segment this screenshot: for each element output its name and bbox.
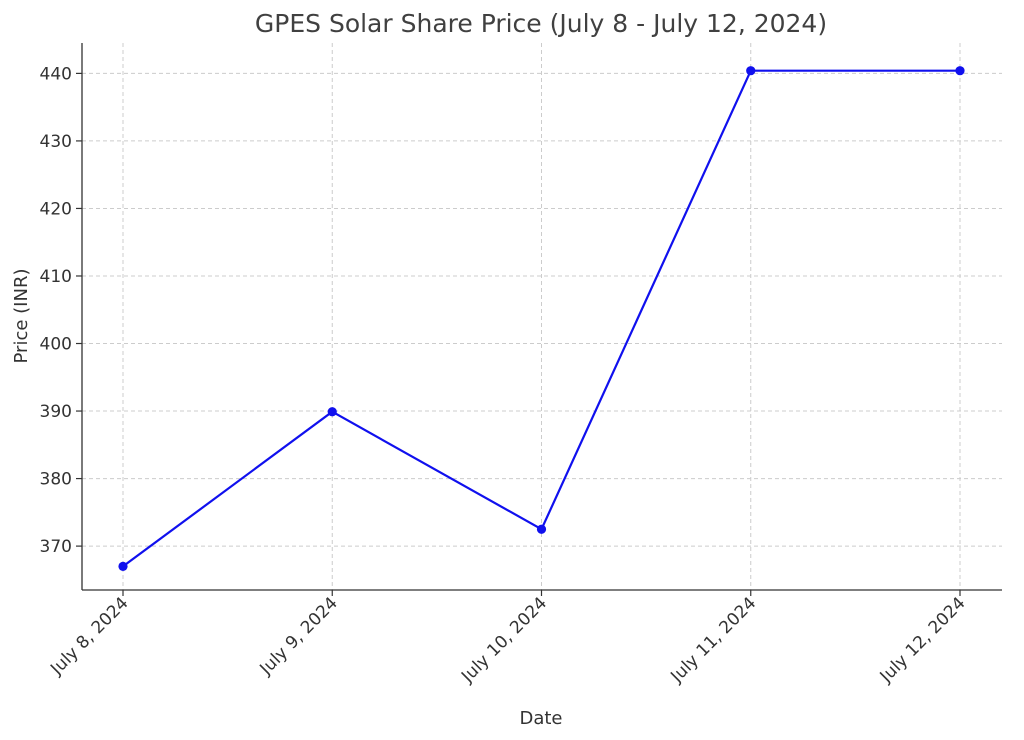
- data-point: [327, 407, 337, 417]
- x-axis-label: Date: [519, 708, 562, 729]
- data-point: [746, 66, 756, 76]
- y-tick-label: 370: [40, 537, 72, 557]
- y-tick-label: 380: [40, 470, 72, 490]
- y-tick-label: 390: [40, 402, 72, 422]
- x-tick-label: July 11, 2024: [666, 593, 760, 687]
- y-tick-label: 410: [40, 267, 72, 287]
- x-tick-label: July 10, 2024: [457, 593, 551, 687]
- y-tick-label: 430: [40, 132, 72, 152]
- y-axis-label: Price (INR): [11, 269, 32, 364]
- x-tick-label: July 8, 2024: [46, 593, 132, 679]
- data-point: [955, 66, 965, 76]
- y-tick-label: 440: [40, 64, 72, 84]
- x-tick-label: July 9, 2024: [256, 593, 342, 679]
- data-point: [118, 561, 128, 571]
- chart-title: GPES Solar Share Price (July 8 - July 12…: [255, 9, 827, 38]
- data-point: [536, 524, 547, 534]
- series: [118, 66, 965, 571]
- x-ticks: July 8, 2024 July 9, 2024 July 10, 2024 Jul…: [46, 590, 970, 687]
- y-ticks: 370 380 390 400 410 420 430 440: [40, 64, 82, 557]
- y-tick-label: 420: [40, 199, 72, 219]
- grid: [82, 43, 1002, 590]
- x-tick-label: July 12, 2024: [876, 593, 970, 687]
- y-tick-label: 400: [40, 335, 72, 355]
